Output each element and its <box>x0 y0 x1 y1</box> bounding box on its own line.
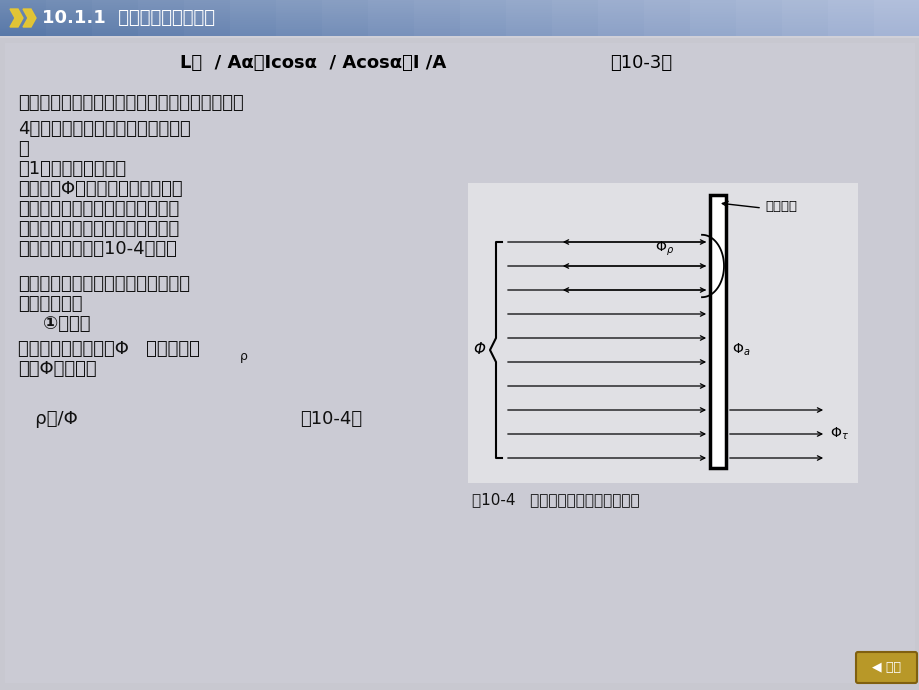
Bar <box>0 6 919 7</box>
Bar <box>0 25 919 26</box>
Bar <box>0 15 919 16</box>
Bar <box>735 0 781 36</box>
Text: Φ: Φ <box>472 342 484 357</box>
Bar <box>551 0 597 36</box>
Text: 能: 能 <box>18 140 28 158</box>
Bar <box>0 5 919 6</box>
Bar <box>368 0 414 36</box>
Bar <box>414 0 460 36</box>
Bar <box>0 30 919 31</box>
Text: 10.1.1  照明技术的有关概念: 10.1.1 照明技术的有关概念 <box>42 9 215 27</box>
Text: $\Phi_{\tau}$: $\Phi_{\tau}$ <box>829 426 848 442</box>
Bar <box>0 33 919 34</box>
Bar <box>0 13 919 14</box>
Bar <box>0 32 919 33</box>
Text: L＝  / Aα＝Icosα  / Acosα＝I /A: L＝ / Aα＝Icosα / Acosα＝I /A <box>180 54 446 72</box>
Bar <box>0 9 919 10</box>
Bar <box>0 16 919 17</box>
Bar <box>0 26 919 27</box>
Bar <box>0 10 919 11</box>
Text: 是指反射光的光通量Φ   与总投射光: 是指反射光的光通量Φ 与总投射光 <box>18 340 199 358</box>
Bar <box>827 0 873 36</box>
Text: 则透过物体，如图10-4所示。: 则透过物体，如图10-4所示。 <box>18 240 176 258</box>
Bar <box>46 0 92 36</box>
Bar <box>0 35 919 36</box>
Text: $\Phi_{\rho}$: $\Phi_{\rho}$ <box>654 240 674 258</box>
Bar <box>689 0 735 36</box>
Bar <box>781 0 827 36</box>
Bar <box>138 0 184 36</box>
Bar <box>0 14 919 15</box>
Bar <box>0 1 919 2</box>
Bar <box>0 19 919 20</box>
Polygon shape <box>10 9 23 27</box>
Bar <box>468 183 857 483</box>
Bar <box>0 4 919 5</box>
Bar <box>0 21 919 22</box>
Bar <box>184 0 230 36</box>
Text: $\Phi_{a}$: $\Phi_{a}$ <box>732 342 750 358</box>
Bar <box>597 0 643 36</box>
Text: 分光通从物体反射回去，一部分光: 分光通从物体反射回去，一部分光 <box>18 200 179 218</box>
Bar <box>0 28 919 29</box>
Text: 为了表征物体的光照性能，引入了以: 为了表征物体的光照性能，引入了以 <box>18 275 190 293</box>
Bar <box>0 22 919 23</box>
Text: 通被物体吸收，而余下一部分光通: 通被物体吸收，而余下一部分光通 <box>18 220 179 238</box>
Bar <box>0 23 919 24</box>
Text: （10-3）: （10-3） <box>609 54 672 72</box>
Bar <box>0 17 919 18</box>
Text: ρ: ρ <box>240 350 247 363</box>
Bar <box>0 0 46 36</box>
Bar <box>873 0 919 36</box>
Bar <box>0 2 919 3</box>
Text: 受照物体: 受照物体 <box>765 200 796 213</box>
Text: 通量Φ之比，即: 通量Φ之比，即 <box>18 360 96 378</box>
Bar <box>460 0 505 36</box>
Text: 下三个参数：: 下三个参数： <box>18 295 83 313</box>
Text: 图10-4   光通量投射到物体上的情况: 图10-4 光通量投射到物体上的情况 <box>471 492 639 507</box>
Bar <box>0 24 919 25</box>
FancyBboxPatch shape <box>855 652 916 683</box>
Bar <box>0 34 919 35</box>
Bar <box>0 11 919 12</box>
Text: 4．物体的光照性能和光源的显色性: 4．物体的光照性能和光源的显色性 <box>18 120 190 138</box>
Bar <box>322 0 368 36</box>
Text: 可见，发光体的亮度值实际上与视线方向无关。: 可见，发光体的亮度值实际上与视线方向无关。 <box>18 94 244 112</box>
Bar <box>92 0 138 36</box>
Bar <box>0 12 919 13</box>
Polygon shape <box>23 9 36 27</box>
Text: ◀ 返回: ◀ 返回 <box>871 661 900 674</box>
Bar <box>0 18 919 19</box>
Bar <box>643 0 689 36</box>
Bar <box>0 20 919 21</box>
Text: 当光通量Φ投射到物体上时，一部: 当光通量Φ投射到物体上时，一部 <box>18 180 183 198</box>
Text: （1）物体的光照性能: （1）物体的光照性能 <box>18 160 126 178</box>
Bar <box>0 0 919 1</box>
Text: ρ＝/Φ: ρ＝/Φ <box>18 410 78 428</box>
Bar <box>505 0 551 36</box>
Text: ①反射比: ①反射比 <box>18 315 90 333</box>
Bar <box>0 29 919 30</box>
Bar <box>230 0 276 36</box>
Text: （10-4）: （10-4） <box>300 410 362 428</box>
Bar <box>709 195 725 468</box>
Bar <box>0 27 919 28</box>
Bar <box>276 0 322 36</box>
Bar <box>0 8 919 9</box>
Bar <box>0 7 919 8</box>
Bar <box>0 3 919 4</box>
Bar <box>0 31 919 32</box>
